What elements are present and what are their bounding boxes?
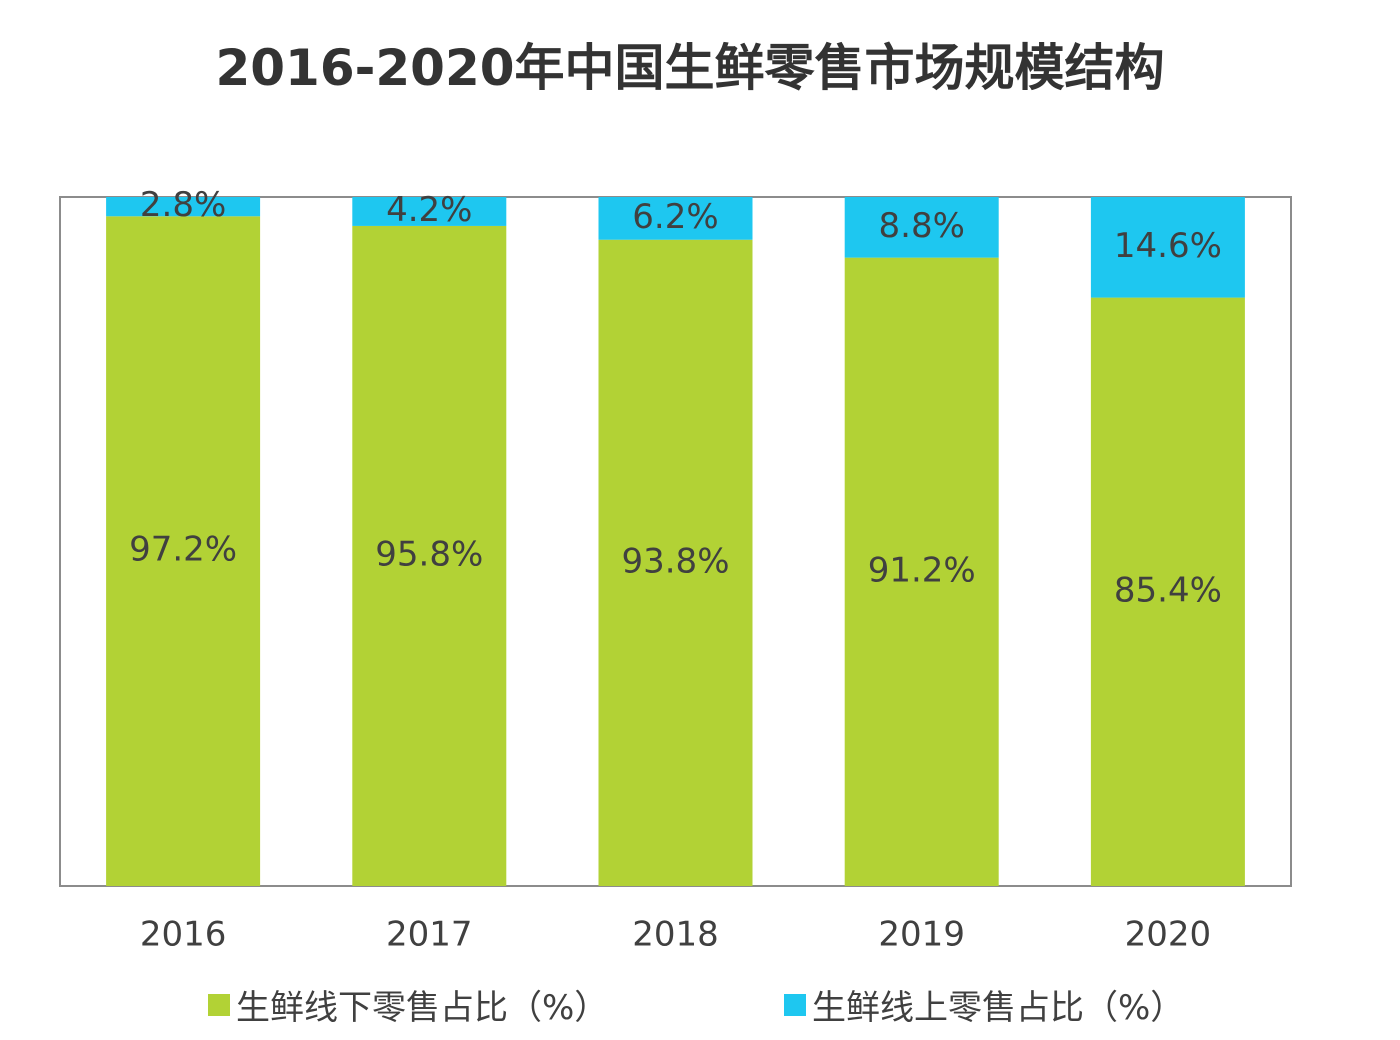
bar-offline-2020 bbox=[1090, 297, 1245, 886]
data-label-online-2016: 2.8% bbox=[140, 185, 226, 225]
data-label-offline-2018: 93.8% bbox=[621, 541, 729, 581]
bar-offline-2016 bbox=[106, 216, 261, 887]
data-label-online-2019: 8.8% bbox=[879, 206, 965, 246]
legend-item-offline: 生鲜线下零售占比（%） bbox=[208, 980, 608, 1029]
bar-offline-2019 bbox=[844, 257, 999, 887]
bar-online-2020 bbox=[1090, 197, 1245, 298]
bar-offline-2018 bbox=[598, 239, 753, 886]
bar-online-2017 bbox=[352, 197, 507, 226]
bar-online-2018 bbox=[598, 197, 753, 240]
data-label-offline-2019: 91.2% bbox=[868, 550, 976, 590]
data-label-online-2017: 4.2% bbox=[386, 190, 472, 230]
legend-swatch-offline bbox=[208, 993, 230, 1016]
bar-offline-2017 bbox=[352, 225, 507, 887]
x-tick-label-2017: 2017 bbox=[386, 915, 473, 955]
data-label-offline-2017: 95.8% bbox=[375, 534, 483, 574]
legend-label-online: 生鲜线上零售占比（%） bbox=[812, 988, 1185, 1028]
legend-label-offline: 生鲜线下零售占比（%） bbox=[236, 988, 609, 1028]
legend-item-online: 生鲜线上零售占比（%） bbox=[784, 980, 1184, 1029]
x-tick-label-2018: 2018 bbox=[632, 915, 719, 955]
x-tick-label-2019: 2019 bbox=[878, 915, 965, 955]
data-label-online-2020: 14.6% bbox=[1114, 226, 1222, 266]
bar-online-2019 bbox=[844, 197, 999, 258]
legend-swatch-online bbox=[784, 993, 806, 1016]
x-tick-label-2020: 2020 bbox=[1125, 915, 1212, 955]
chart-title: 2016-2020年中国生鲜零售市场规模结构 bbox=[215, 39, 1165, 97]
data-label-online-2018: 6.2% bbox=[632, 197, 718, 237]
x-tick-label-2016: 2016 bbox=[140, 915, 227, 955]
data-label-offline-2020: 85.4% bbox=[1114, 570, 1222, 610]
bar-online-2016 bbox=[106, 197, 261, 217]
data-label-offline-2016: 97.2% bbox=[129, 530, 237, 570]
